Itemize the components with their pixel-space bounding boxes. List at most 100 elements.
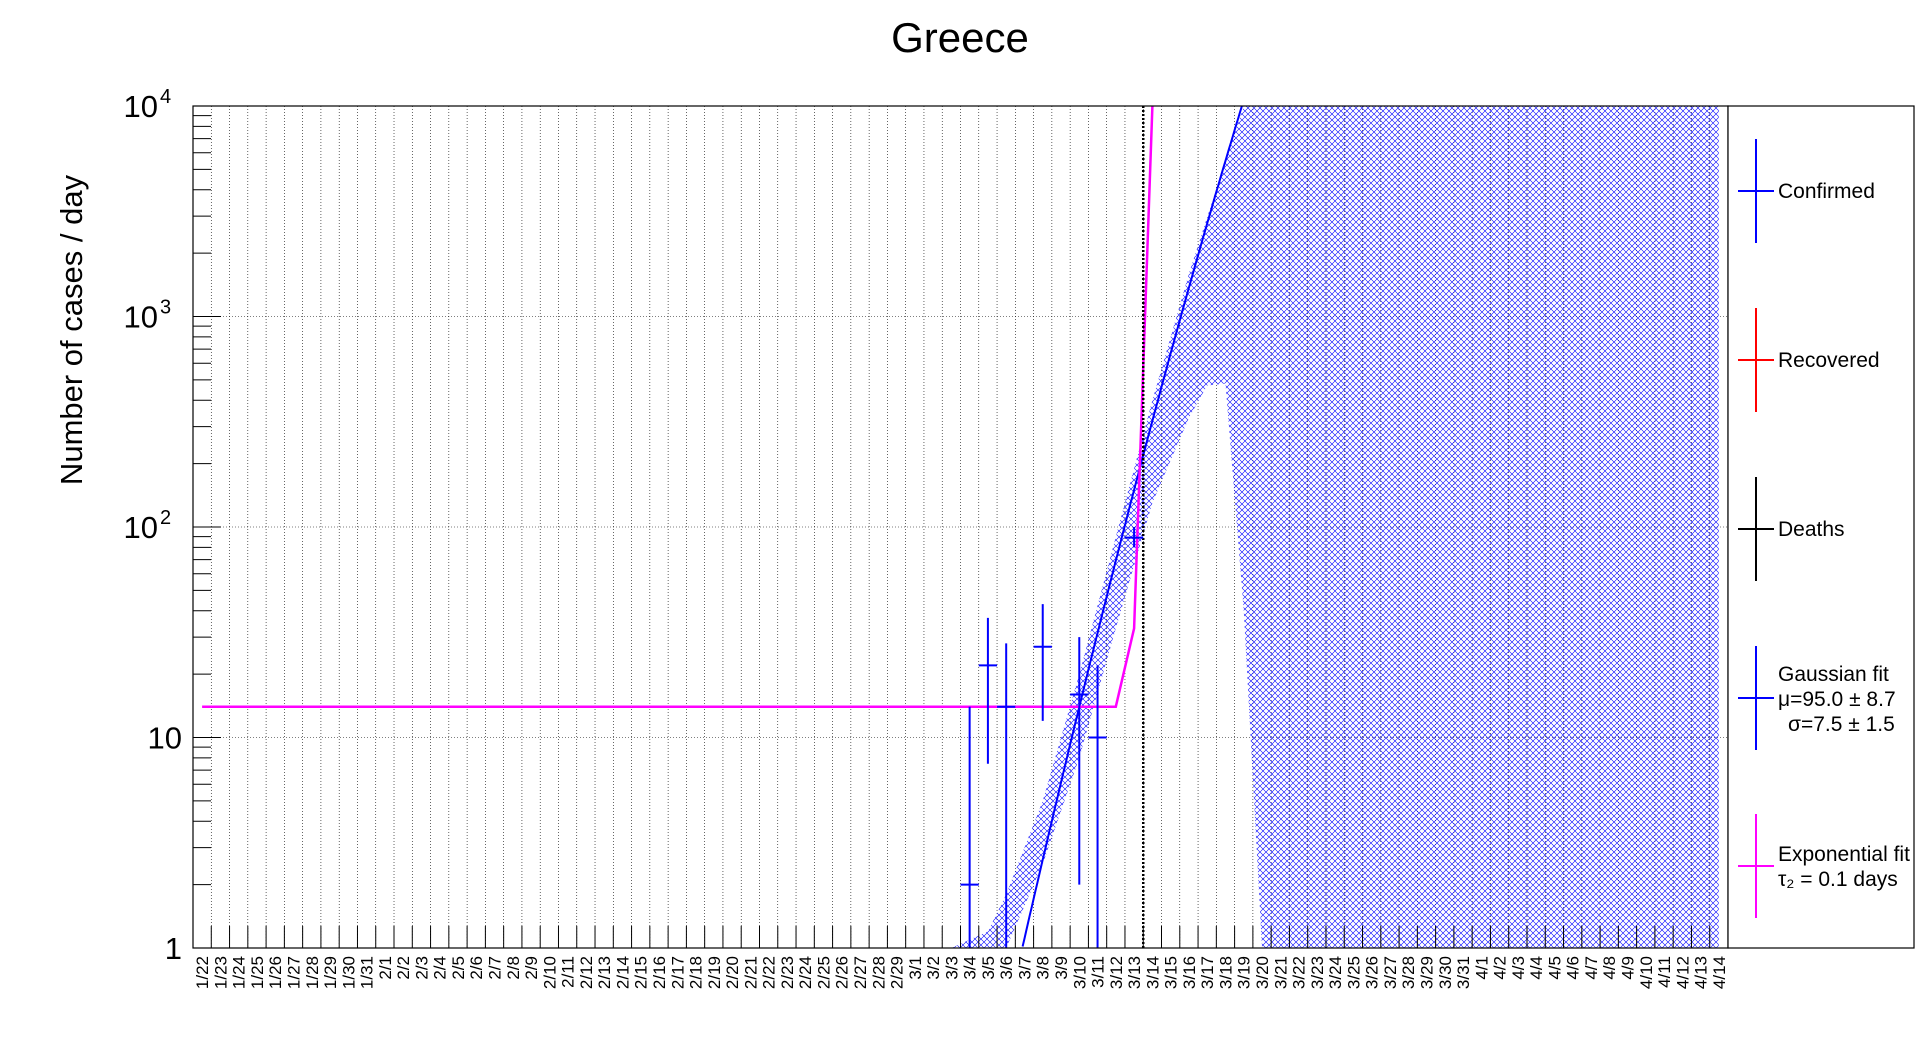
x-tick-label: 2/1 — [376, 956, 395, 980]
legend-label: Deaths — [1778, 518, 1845, 541]
x-tick-label: 2/4 — [431, 956, 450, 980]
x-tick-label: 4/4 — [1527, 956, 1546, 980]
x-tick-label: 3/5 — [979, 956, 998, 980]
x-tick-label: 4/5 — [1545, 956, 1564, 980]
legend-label: Recovered — [1778, 349, 1880, 372]
x-tick-label: 2/12 — [577, 956, 596, 989]
x-tick-label: 2/18 — [687, 956, 706, 989]
x-tick-label: 2/28 — [869, 956, 888, 989]
x-tick-label: 2/8 — [504, 956, 523, 980]
x-tick-label: 1/27 — [285, 956, 304, 989]
x-tick-label: 2/14 — [613, 956, 632, 989]
x-tick-label: 2/5 — [449, 956, 468, 980]
legend-parameter: τ₂ = 0.1 days — [1778, 868, 1898, 891]
y-ticks — [193, 105, 221, 949]
x-tick-label: 2/11 — [559, 956, 578, 988]
x-tick-label: 2/16 — [650, 956, 669, 989]
legend-label: Gaussian fit — [1778, 663, 1889, 686]
x-tick-labels: 1/22 1/23 1/24 1/25 1/26 1/27 1/28 1/29 1/30 1/31… — [193, 956, 1729, 989]
x-tick-label: 4/12 — [1673, 956, 1692, 989]
fit-uncertainty-band — [951, 106, 1719, 948]
x-tick-label: 4/13 — [1692, 956, 1711, 989]
x-tick-label: 3/17 — [1198, 956, 1217, 989]
x-tick-label: 4/10 — [1637, 956, 1656, 989]
x-tick-label: 3/10 — [1070, 956, 1089, 989]
legend-parameter: μ=95.0 ± 8.7 — [1778, 688, 1896, 711]
y-tick-label: 1 — [165, 931, 182, 966]
x-tick-label: 2/2 — [394, 956, 413, 980]
x-tick-label: 3/29 — [1417, 956, 1436, 989]
x-tick-label: 3/14 — [1143, 956, 1162, 989]
x-tick-label: 2/23 — [778, 956, 797, 989]
x-ticks — [192, 926, 1729, 948]
x-tick-label: 3/7 — [1015, 956, 1034, 980]
y-tick-label: 10 — [124, 89, 158, 124]
x-tick-label: 3/11 — [1089, 956, 1108, 988]
x-tick-label: 3/24 — [1326, 956, 1345, 989]
data-point-confirmed — [1033, 604, 1052, 721]
x-tick-label: 3/2 — [924, 956, 943, 980]
x-tick-label: 1/22 — [193, 956, 212, 989]
data-point-confirmed — [997, 643, 1016, 948]
x-tick-label: 3/6 — [997, 956, 1016, 980]
y-tick-label: 10 — [124, 510, 158, 545]
x-tick-label: 4/8 — [1600, 956, 1619, 980]
x-tick-label: 2/26 — [833, 956, 852, 989]
data-point-confirmed — [1124, 527, 1144, 548]
y-tick-label: 10 — [148, 721, 182, 756]
y-tick-label-exponent: 4 — [160, 86, 171, 108]
x-tick-label: 1/30 — [339, 956, 358, 989]
x-tick-label: 3/30 — [1436, 956, 1455, 989]
x-tick-label: 2/6 — [467, 956, 486, 980]
chart-title: Greece — [891, 14, 1029, 61]
x-tick-label: 4/2 — [1491, 956, 1510, 980]
x-tick-label: 2/27 — [851, 956, 870, 989]
exponential-fit-curve — [202, 105, 1154, 708]
x-tick-label: 2/25 — [814, 956, 833, 989]
x-tick-label: 2/9 — [522, 956, 541, 980]
data-point-confirmed — [978, 617, 998, 764]
x-tick-label: 2/19 — [705, 956, 724, 989]
x-tick-label: 3/18 — [1216, 956, 1235, 989]
x-tick-label: 3/25 — [1344, 956, 1363, 989]
x-tick-label: 3/22 — [1290, 956, 1309, 989]
x-tick-label: 1/26 — [266, 956, 285, 989]
x-tick-label: 4/3 — [1509, 956, 1528, 980]
x-tick-label: 2/17 — [668, 956, 687, 989]
x-tick-label: 2/24 — [796, 956, 815, 989]
legend-box — [1727, 105, 1915, 949]
x-tick-label: 3/23 — [1308, 956, 1327, 989]
y-axis-label: Number of cases / day — [54, 174, 89, 485]
x-tick-label: 2/13 — [595, 956, 614, 989]
x-tick-label: 3/15 — [1162, 956, 1181, 989]
x-tick-label: 2/10 — [540, 956, 559, 989]
x-tick-label: 3/13 — [1125, 956, 1144, 989]
x-tick-label: 1/25 — [248, 956, 267, 989]
x-tick-label: 4/1 — [1472, 956, 1491, 980]
legend-label: Exponential fit — [1778, 843, 1910, 866]
x-tick-label: 3/28 — [1399, 956, 1418, 989]
x-tick-label: 1/29 — [321, 956, 340, 989]
x-tick-label: 3/12 — [1107, 956, 1126, 989]
x-tick-label: 2/15 — [632, 956, 651, 989]
x-tick-label: 4/7 — [1582, 956, 1601, 980]
x-tick-label: 3/4 — [961, 956, 980, 980]
x-tick-label: 4/14 — [1710, 956, 1729, 989]
x-tick-label: 3/3 — [942, 956, 961, 980]
x-tick-label: 1/31 — [358, 956, 377, 989]
y-tick-label-exponent: 3 — [160, 297, 171, 319]
legend-label: Confirmed — [1778, 180, 1875, 203]
x-tick-label: 3/26 — [1363, 956, 1382, 989]
x-tick-label: 4/11 — [1655, 956, 1674, 988]
data-point-confirmed — [1088, 665, 1107, 948]
x-tick-label: 1/24 — [230, 956, 249, 989]
x-tick-label: 2/3 — [412, 956, 431, 980]
x-tick-label: 1/23 — [211, 956, 230, 989]
x-tick-label: 3/19 — [1235, 956, 1254, 989]
x-tick-label: 2/22 — [760, 956, 779, 989]
